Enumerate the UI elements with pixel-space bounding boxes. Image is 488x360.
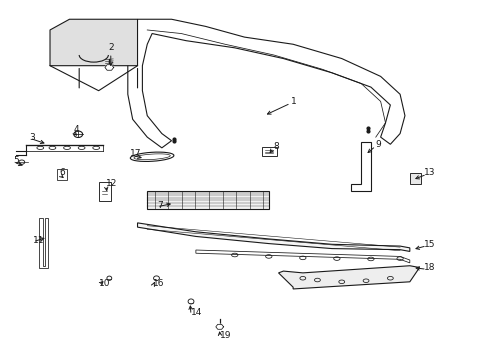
Text: 16: 16 bbox=[153, 279, 164, 288]
Polygon shape bbox=[215, 324, 223, 329]
Text: 4: 4 bbox=[73, 126, 79, 135]
Text: 11: 11 bbox=[33, 236, 44, 245]
Text: 6: 6 bbox=[60, 168, 65, 177]
Text: 10: 10 bbox=[99, 279, 110, 288]
Text: 7: 7 bbox=[157, 201, 163, 210]
Text: 17: 17 bbox=[130, 149, 142, 158]
Text: 12: 12 bbox=[106, 179, 117, 188]
PathPatch shape bbox=[278, 266, 419, 289]
FancyBboxPatch shape bbox=[409, 173, 420, 184]
Text: 14: 14 bbox=[191, 309, 202, 318]
FancyBboxPatch shape bbox=[261, 147, 277, 157]
FancyBboxPatch shape bbox=[99, 182, 111, 202]
Text: 18: 18 bbox=[424, 263, 435, 272]
PathPatch shape bbox=[50, 19, 137, 66]
PathPatch shape bbox=[147, 191, 268, 208]
PathPatch shape bbox=[137, 223, 409, 251]
FancyBboxPatch shape bbox=[57, 169, 67, 180]
Text: 5: 5 bbox=[14, 156, 19, 165]
Text: 13: 13 bbox=[424, 168, 435, 177]
Text: 2: 2 bbox=[108, 43, 113, 52]
Text: 19: 19 bbox=[220, 331, 231, 340]
Text: 1: 1 bbox=[290, 97, 296, 106]
Text: 3: 3 bbox=[30, 132, 35, 141]
Text: 9: 9 bbox=[375, 140, 381, 149]
Polygon shape bbox=[105, 65, 114, 70]
Text: 15: 15 bbox=[424, 240, 435, 249]
Text: 8: 8 bbox=[273, 141, 279, 150]
